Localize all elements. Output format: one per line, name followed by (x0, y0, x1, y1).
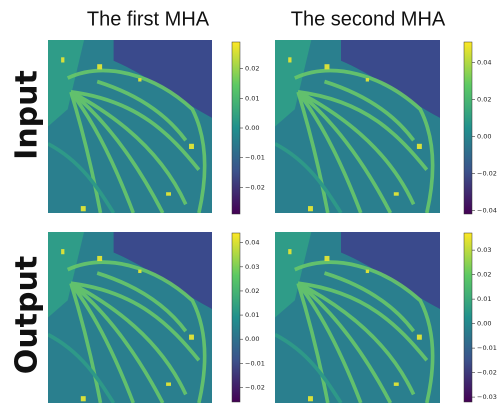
figure: The first MHA The second MHA Input Outpu… (0, 0, 498, 407)
tick-label: −0.01 (245, 154, 265, 162)
row-label: Output (10, 256, 45, 374)
page: The first MHA The second MHA Input Outpu… (0, 0, 498, 407)
colorbar (232, 42, 240, 214)
tick-label: −0.02 (477, 169, 497, 177)
column-title: The second MHA (291, 8, 446, 30)
row-label: Input (10, 70, 45, 160)
tick-label: 0.04 (477, 58, 491, 66)
tick-label: 0.01 (245, 311, 259, 319)
tick-label: 0.02 (245, 65, 259, 73)
tick-label: 0.03 (245, 263, 259, 271)
tick-label: −0.01 (245, 359, 265, 367)
tick-label: 0.01 (477, 295, 491, 303)
colorbar (464, 233, 472, 402)
tick-label: −0.02 (477, 369, 497, 377)
column-title: The first MHA (87, 8, 210, 30)
tick-label: −0.01 (477, 344, 497, 352)
heatmap (275, 232, 440, 403)
tick-label: 0.00 (477, 320, 491, 328)
tick-label: 0.01 (245, 94, 259, 102)
tick-label: 0.00 (245, 124, 259, 132)
tick-label: −0.02 (245, 384, 265, 392)
colorbar (464, 42, 472, 214)
heatmap (48, 232, 212, 403)
tick-label: 0.04 (245, 239, 259, 247)
tick-label: −0.04 (477, 206, 497, 214)
heatmap (48, 40, 212, 213)
tick-label: 0.00 (477, 132, 491, 140)
tick-label: 0.02 (477, 271, 491, 279)
tick-label: 0.02 (245, 287, 259, 295)
tick-label: 0.00 (245, 335, 259, 343)
colorbar (232, 233, 240, 402)
tick-label: 0.02 (477, 95, 491, 103)
tick-label: −0.02 (245, 183, 265, 191)
heatmap (275, 40, 440, 213)
tick-label: −0.03 (477, 393, 497, 401)
tick-label: 0.03 (477, 246, 491, 254)
